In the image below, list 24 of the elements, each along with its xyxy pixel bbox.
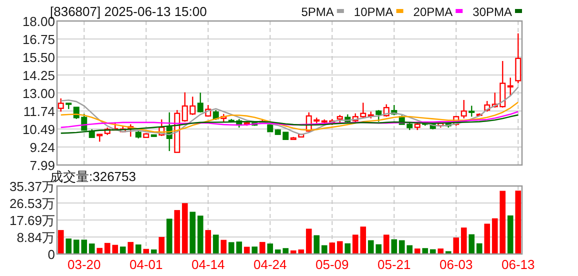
- x-tick-label: 04-14: [192, 257, 225, 272]
- y-tick-label: 26.53万: [9, 196, 55, 211]
- y-tick-label: 14.25: [22, 68, 55, 83]
- x-tick-label: 05-09: [316, 257, 349, 272]
- legend-label: 5PMA: [301, 5, 334, 19]
- y-tick-label: 10.49: [22, 122, 55, 138]
- y-tick-label: 15.50: [22, 50, 55, 65]
- y-tick-label: 11.74: [23, 104, 55, 120]
- x-tick-label: 05-21: [378, 257, 411, 272]
- legend-label: 20PMA: [413, 5, 453, 19]
- y-tick-label: 8.84万: [16, 230, 55, 246]
- x-tick-label: 04-01: [130, 257, 163, 272]
- y-tick-label: 0: [48, 247, 55, 262]
- y-tick-label: 17.69万: [9, 212, 55, 228]
- y-tick-label: 16.75: [22, 32, 55, 47]
- y-tick-label: 13.00: [22, 86, 55, 101]
- x-tick-label: 03-20: [68, 257, 101, 272]
- x-tick-label: 04-24: [254, 257, 287, 272]
- legend-label: 10PMA: [354, 5, 394, 19]
- legend-label: 30PMA: [472, 5, 512, 19]
- x-tick-label: 06-03: [440, 257, 473, 272]
- y-tick-label: 9.24: [30, 140, 55, 156]
- chart-title: [836807] 2025-06-13 15:00: [50, 4, 207, 19]
- x-tick-label: 06-13: [502, 257, 535, 272]
